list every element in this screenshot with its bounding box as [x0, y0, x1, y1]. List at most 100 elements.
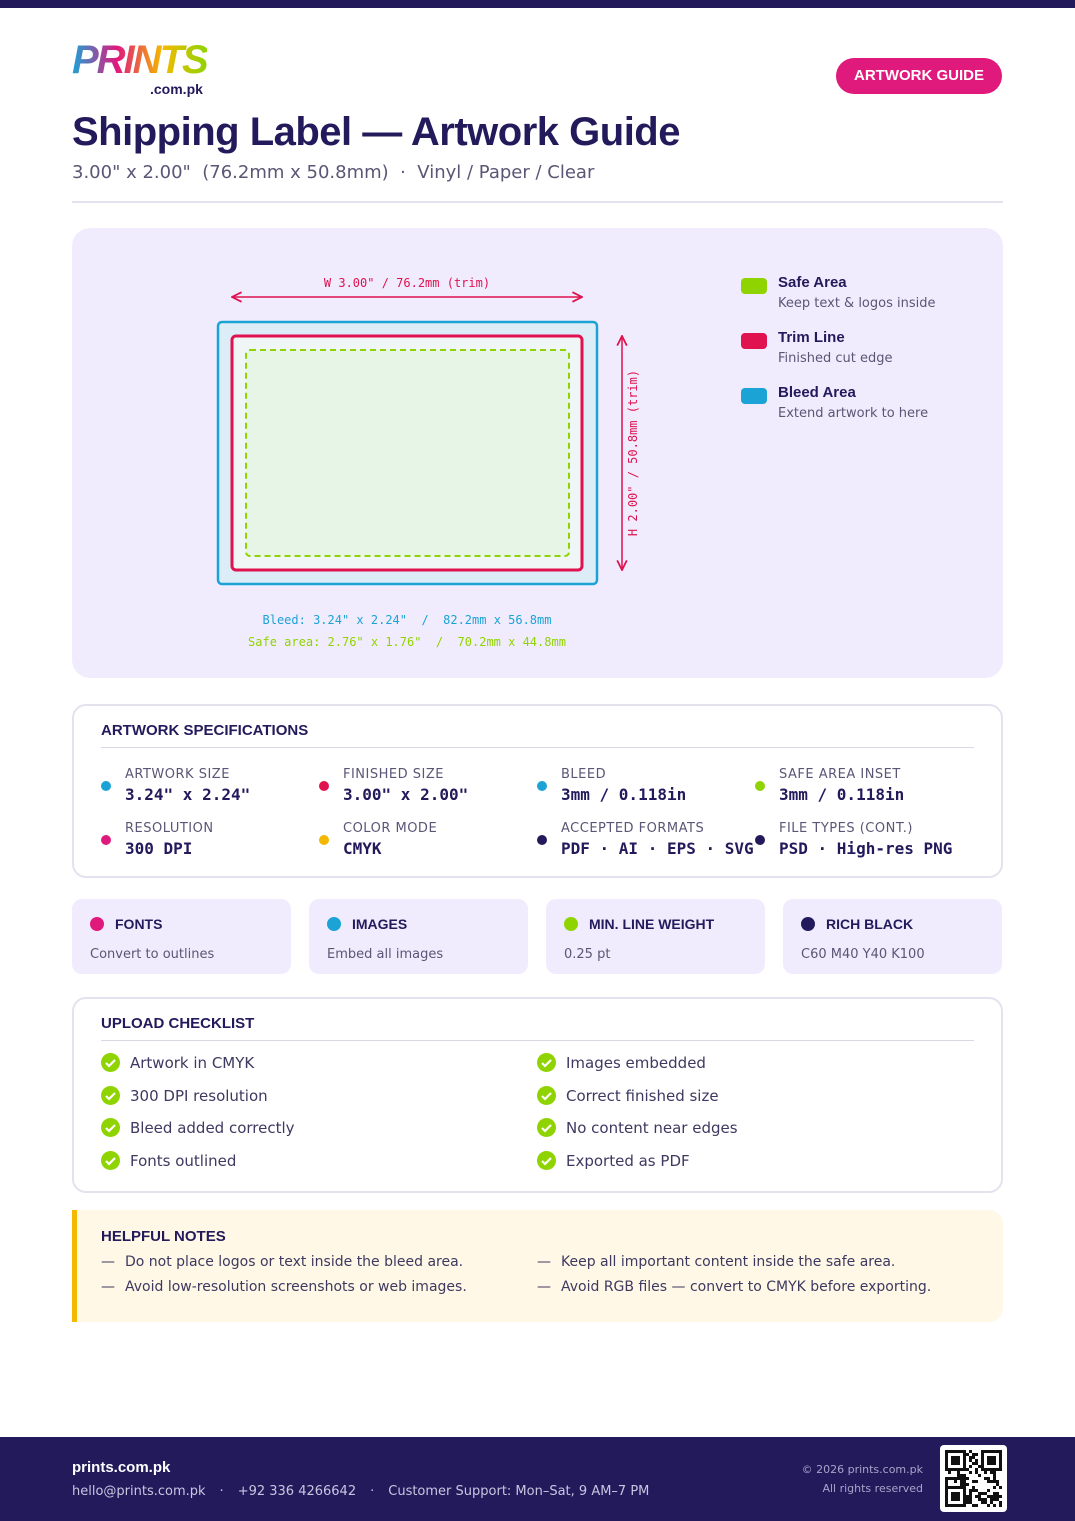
spec-dot [319, 781, 329, 791]
check-icon [537, 1085, 556, 1105]
legend-title: Bleed Area [778, 384, 856, 401]
legend-title: Trim Line [778, 329, 845, 346]
check-icon [537, 1118, 556, 1138]
note-item: Avoid low-resolution screenshots or web … [125, 1279, 467, 1295]
card-dot [564, 917, 578, 931]
check-icon [537, 1151, 556, 1171]
phone: +92 336 4266642 [237, 1484, 357, 1499]
check-item: Fonts outlined [130, 1152, 237, 1171]
check-item: No content near edges [566, 1119, 738, 1138]
legend-desc: Finished cut edge [778, 351, 893, 366]
width-label: W 3.00" / 76.2mm (trim) [324, 276, 490, 290]
check-item: Bleed added correctly [130, 1119, 295, 1138]
note-item: Keep all important content inside the sa… [561, 1254, 896, 1270]
rights: All rights reserved [822, 1482, 923, 1495]
info-card: RICH BLACK C60 M40 Y40 K100 [783, 899, 1002, 974]
check-item: Correct finished size [566, 1086, 719, 1105]
spec-label: ARTWORK SIZE [125, 767, 230, 782]
badge[interactable]: ARTWORK GUIDE [836, 58, 1002, 94]
card-dot [90, 917, 104, 931]
safe-note: Safe area: 2.76" x 1.76" / 70.2mm x 44.8… [248, 635, 566, 649]
note-item: Avoid RGB files — convert to CMYK before… [561, 1279, 932, 1295]
spec-value: PSD · High-res PNG [779, 839, 953, 858]
height-label: H 2.00" / 50.8mm (trim) [626, 370, 640, 536]
spec-dot [537, 835, 547, 845]
spec-label: FINISHED SIZE [343, 767, 444, 782]
legend-swatch [741, 388, 767, 404]
footer-legal: © 2026 prints.com.pk All rights reserved [802, 1463, 923, 1495]
legend-desc: Extend artwork to here [778, 406, 929, 421]
spec-label: COLOR MODE [343, 821, 438, 836]
note-item: Do not place logos or text inside the bl… [125, 1254, 464, 1270]
divider [101, 1040, 974, 1041]
specs-box [72, 704, 1003, 878]
logo-domain: .com.pk [150, 81, 203, 97]
top-bar [0, 0, 1075, 8]
card-desc: 0.25 pt [564, 947, 611, 962]
spec-value: 3.24" x 2.24" [125, 785, 251, 804]
footer-brand: prints.com.pk [72, 1459, 171, 1476]
legend-title: Safe Area [778, 274, 847, 291]
card-dot [801, 917, 815, 931]
card-title: FONTS [115, 916, 163, 932]
footer-contact: hello@prints.com.pk · +92 336 4266642 · Cust… [72, 1484, 650, 1499]
spec-value: CMYK [343, 839, 382, 858]
note-dash: — [101, 1279, 115, 1295]
section-title: HELPFUL NOTES [101, 1228, 226, 1245]
email: hello@prints.com.pk [72, 1484, 206, 1499]
check-icon [101, 1085, 120, 1105]
legend-swatch [741, 333, 767, 349]
spec-value: 3.00" x 2.00" [343, 785, 469, 804]
check-icon [537, 1053, 556, 1072]
check-icon [101, 1053, 120, 1072]
spec-dot [319, 835, 329, 845]
info-card: IMAGES Embed all images [309, 899, 528, 974]
card-desc: C60 M40 Y40 K100 [801, 947, 925, 962]
note-dash: — [537, 1254, 551, 1270]
logo: PRINTS [72, 38, 209, 82]
spec-label: SAFE AREA INSET [779, 767, 901, 782]
copyright: © 2026 prints.com.pk [801, 1463, 923, 1476]
footer [0, 1437, 1075, 1521]
subtitle: 3.00" x 2.00" (76.2mm x 50.8mm) · Vinyl … [72, 162, 595, 183]
diagram: W 3.00" / 76.2mm (trim) H 2.00" / 50.8mm… [216, 276, 640, 649]
check-item: Exported as PDF [566, 1152, 690, 1171]
support: Customer Support: Mon–Sat, 9 AM–7 PM [388, 1484, 650, 1499]
spec-dot [755, 835, 765, 845]
spec-value: 300 DPI [125, 839, 193, 858]
card-title: MIN. LINE WEIGHT [589, 916, 715, 932]
section-title: ARTWORK SPECIFICATIONS [101, 722, 309, 739]
card-desc: Convert to outlines [90, 947, 215, 962]
card-desc: Embed all images [327, 947, 444, 962]
note-dash: — [101, 1254, 115, 1270]
check-item: Images embedded [566, 1054, 706, 1072]
notes-box [72, 1210, 1003, 1322]
divider [72, 201, 1003, 203]
spec-value: 3mm / 0.118in [561, 785, 687, 804]
spec-label: ACCEPTED FORMATS [561, 821, 705, 836]
card-title: IMAGES [352, 916, 408, 932]
check-item: Artwork in CMYK [130, 1054, 255, 1072]
spec-dot [101, 835, 111, 845]
spec-label: BLEED [561, 767, 607, 782]
safe-rect [245, 349, 570, 557]
check-icon [101, 1118, 120, 1138]
bleed-note: Bleed: 3.24" x 2.24" / 82.2mm x 56.8mm [263, 613, 552, 627]
title: Shipping Label — Artwork Guide [72, 110, 681, 154]
divider [101, 747, 974, 748]
check-item: 300 DPI resolution [130, 1086, 268, 1105]
card-title: RICH BLACK [826, 916, 914, 932]
spec-label: FILE TYPES (CONT.) [779, 821, 913, 836]
info-card: FONTS Convert to outlines [72, 899, 291, 974]
check-icon [101, 1151, 120, 1171]
qr-code [940, 1445, 1007, 1512]
spec-label: RESOLUTION [125, 821, 214, 836]
legend-swatch [741, 278, 767, 294]
legend-desc: Keep text & logos inside [778, 296, 936, 311]
spec-dot [537, 781, 547, 791]
spec-value: 3mm / 0.118in [779, 785, 905, 804]
spec-value: PDF · AI · EPS · SVG [561, 839, 754, 858]
spec-dot [101, 781, 111, 791]
section-title: UPLOAD CHECKLIST [101, 1015, 255, 1032]
